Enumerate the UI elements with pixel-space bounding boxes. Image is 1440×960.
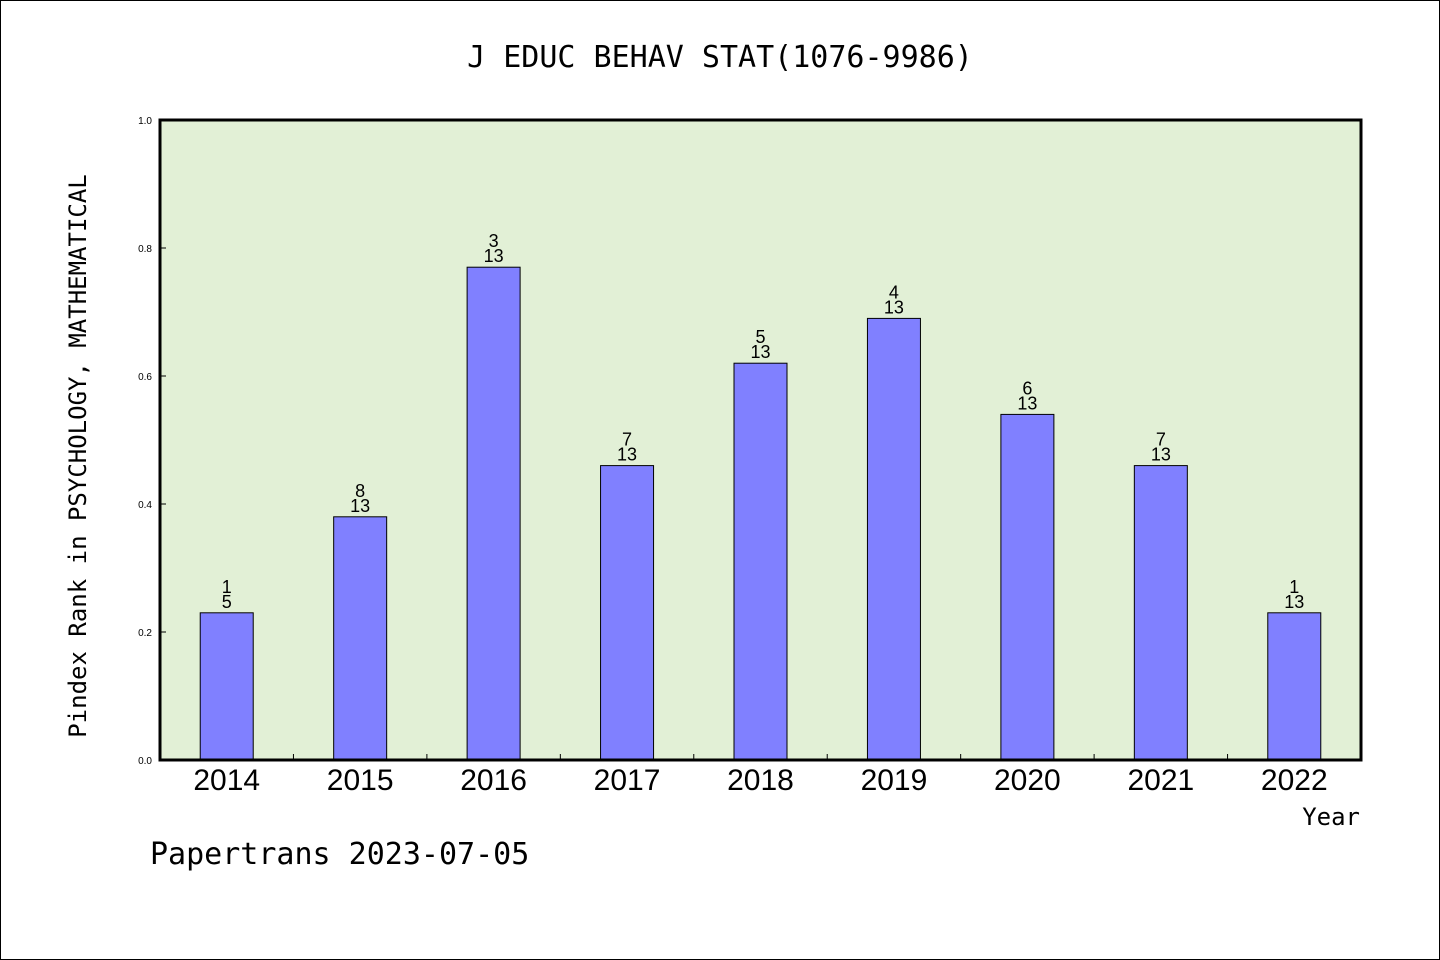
y-tick-label: 0.6 — [138, 372, 152, 383]
bars — [199, 266, 1322, 761]
bar — [1267, 612, 1322, 761]
bar — [866, 317, 921, 761]
x-axis: 2014 2015 2016 2017 2018 2019 2020 2021 2022 — [193, 754, 1328, 797]
bar-total-label: 13 — [1284, 592, 1304, 612]
bar-total-label: 13 — [484, 246, 504, 266]
bar-total-label: 13 — [1017, 393, 1037, 413]
bar-rank-label: 4 — [889, 282, 899, 302]
bar-rank-label: 1 — [222, 577, 232, 597]
bar — [600, 465, 655, 761]
bar-total-label: 13 — [884, 297, 904, 317]
bar-rank-label: 5 — [755, 327, 765, 347]
x-tick-label: 2019 — [861, 764, 928, 797]
x-tick-label: 2021 — [1127, 764, 1194, 797]
bar-total-label: 5 — [222, 592, 232, 612]
bar — [1000, 413, 1055, 761]
bar — [1133, 465, 1188, 761]
footer-source: Papertrans 2023-07-05 — [150, 837, 529, 872]
bar — [733, 362, 788, 761]
x-tick-label: 2020 — [994, 764, 1061, 797]
y-tick-label: 0.2 — [138, 628, 152, 639]
bar — [199, 612, 254, 761]
bar-total-label: 13 — [1151, 445, 1171, 465]
x-tick-label: 2018 — [727, 764, 794, 797]
bar-total-label: 13 — [750, 342, 770, 362]
x-tick-label: 2014 — [193, 764, 260, 797]
y-axis-label: Pindex Rank in PSYCHOLOGY, MATHEMATICAL — [64, 174, 92, 738]
x-axis-label: Year — [1302, 803, 1360, 831]
bar-total-label: 13 — [350, 496, 370, 516]
bar-total-label: 13 — [617, 445, 637, 465]
bar — [466, 266, 521, 761]
x-tick-label: 2022 — [1261, 764, 1328, 797]
bar — [333, 516, 388, 761]
plot-frame — [158, 118, 1363, 762]
bar-rank-label: 3 — [489, 231, 499, 251]
bar-rank-label: 1 — [1289, 577, 1299, 597]
x-tick-label: 2015 — [327, 764, 394, 797]
bar-rank-label: 7 — [1156, 430, 1166, 450]
y-tick-label: 0.0 — [138, 756, 152, 767]
bar-rank-label: 8 — [355, 481, 365, 501]
bar-rank-label: 7 — [622, 430, 632, 450]
x-tick-label: 2016 — [460, 764, 527, 797]
y-tick-label: 0.8 — [138, 244, 152, 255]
x-tick-label: 2017 — [594, 764, 661, 797]
y-tick-label: 0.4 — [138, 500, 152, 511]
chart-title: J EDUC BEHAV STAT(1076-9986) — [467, 40, 973, 75]
y-tick-label: 1.0 — [138, 116, 152, 127]
bar-rank-label: 6 — [1022, 378, 1032, 398]
